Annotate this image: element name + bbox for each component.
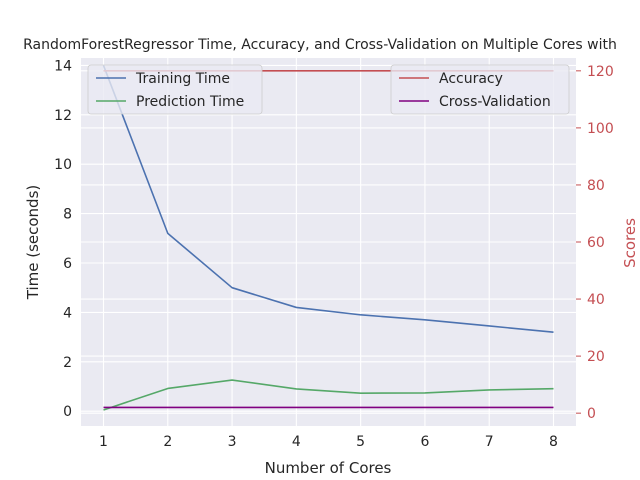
x-tick-label: 8 <box>549 434 558 450</box>
right-y-tick-label: 80 <box>587 178 605 194</box>
legend-label-accuracy: Accuracy <box>439 71 503 87</box>
legend-left-box <box>87 64 263 115</box>
legend-label-prediction-time: Prediction Time <box>136 94 244 110</box>
left-y-tick-label: 12 <box>54 108 72 124</box>
right-y-tick-label: 20 <box>587 349 605 365</box>
left-y-tick-label: 6 <box>63 256 72 272</box>
series-training-time-line <box>102 65 554 333</box>
right-y-tick-label: 120 <box>587 64 614 80</box>
left-y-tick-label: 8 <box>63 207 72 223</box>
x-tick-label: 5 <box>356 434 365 450</box>
right-y-tick-label: 0 <box>587 406 596 422</box>
x-tick-label: 2 <box>163 434 172 450</box>
grid <box>81 58 576 426</box>
legend-right-box <box>390 64 570 115</box>
chart-title: RandomForestRegressor Time, Accuracy, an… <box>23 37 617 53</box>
right-y-axis-ticks: 0 20 40 60 80 100 120 <box>576 64 614 422</box>
right-y-tick-label: 60 <box>587 235 605 251</box>
right-y-tick-label: 100 <box>587 121 614 137</box>
x-tick-label: 4 <box>292 434 301 450</box>
x-tick-label: 7 <box>485 434 494 450</box>
left-y-tick-label: 14 <box>54 58 72 74</box>
legend-left: Training Time Prediction Time <box>87 64 263 115</box>
x-tick-label: 1 <box>99 434 108 450</box>
legend-label-training-time: Training Time <box>135 71 230 87</box>
legend-label-cross-validation: Cross-Validation <box>439 94 551 110</box>
right-y-tick-label: 40 <box>587 292 605 308</box>
x-tick-label: 3 <box>228 434 237 450</box>
left-y-axis-ticks: 0 2 4 6 8 10 12 14 <box>54 58 72 420</box>
x-axis-label: Number of Cores <box>265 459 392 477</box>
left-y-tick-label: 4 <box>63 305 72 321</box>
x-tick-label: 6 <box>420 434 429 450</box>
x-axis-ticks: 1 2 3 4 5 6 7 8 <box>99 434 558 450</box>
left-y-tick-label: 2 <box>63 355 72 371</box>
series-prediction-time-line <box>103 379 554 411</box>
legend-right: Accuracy Cross-Validation <box>390 64 570 115</box>
right-y-axis-label: Scores <box>621 218 639 268</box>
left-y-tick-label: 0 <box>63 404 72 420</box>
left-y-tick-label: 10 <box>54 157 72 173</box>
left-y-axis-label: Time (seconds) <box>24 185 42 301</box>
